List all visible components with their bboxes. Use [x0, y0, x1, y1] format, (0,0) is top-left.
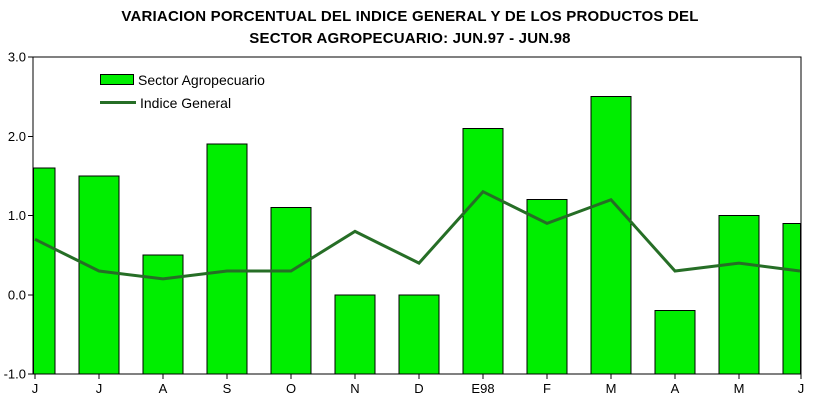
- y-tick-label: 2.0: [8, 129, 26, 144]
- bar-M-9: [590, 96, 632, 375]
- x-tick-label: F: [543, 381, 551, 396]
- chart-title: VARIACION PORCENTUAL DEL INDICE GENERAL …: [0, 6, 820, 50]
- x-tick-label: O: [286, 381, 296, 396]
- bar-J-12: [782, 222, 801, 375]
- chart-title-line2: SECTOR AGROPECUARIO: JUN.97 - JUN.98: [249, 30, 571, 47]
- x-tick-label: E98: [471, 381, 494, 396]
- x-tick-label: M: [606, 381, 617, 396]
- bar-A-10: [654, 310, 696, 375]
- legend-item-indice-general: Indice General: [100, 91, 265, 114]
- x-tick-label: A: [159, 381, 168, 396]
- legend-item-sector-agropecuario: Sector Agropecuario: [100, 68, 265, 91]
- y-tick-label: -1.0: [4, 367, 26, 382]
- x-tick-label: J: [96, 381, 103, 396]
- bar-F-8: [526, 199, 568, 375]
- x-tick-label: N: [350, 381, 359, 396]
- x-tick-label: S: [223, 381, 232, 396]
- bar-O-4: [270, 207, 312, 375]
- bar-S-3: [206, 143, 248, 375]
- bar-M-11: [718, 215, 760, 375]
- x-tick-label: J: [798, 381, 805, 396]
- y-tick-label: 3.0: [8, 50, 26, 65]
- bar-E98-7: [462, 127, 504, 375]
- legend-label-indice-general: Indice General: [140, 94, 232, 111]
- bar-N-5: [334, 294, 376, 375]
- chart-title-line1: VARIACION PORCENTUAL DEL INDICE GENERAL …: [121, 8, 699, 25]
- y-tick-label: 0.0: [8, 287, 26, 302]
- legend-bar-swatch-icon: [100, 74, 134, 85]
- bar-D-6: [398, 294, 440, 375]
- y-tick-label: 1.0: [8, 208, 26, 223]
- bar-J-1: [78, 175, 120, 375]
- bar-J-0: [33, 167, 56, 375]
- legend: Sector Agropecuario Indice General: [100, 68, 265, 114]
- x-tick-label: D: [414, 381, 423, 396]
- x-tick-label: J: [32, 381, 39, 396]
- indice-general-line: [34, 189, 801, 281]
- bar-A-2: [142, 254, 184, 375]
- x-tick-label: M: [734, 381, 745, 396]
- legend-line-swatch-icon: [100, 101, 136, 104]
- x-tick-label: A: [671, 381, 680, 396]
- legend-label-sector-agropecuario: Sector Agropecuario: [138, 71, 265, 88]
